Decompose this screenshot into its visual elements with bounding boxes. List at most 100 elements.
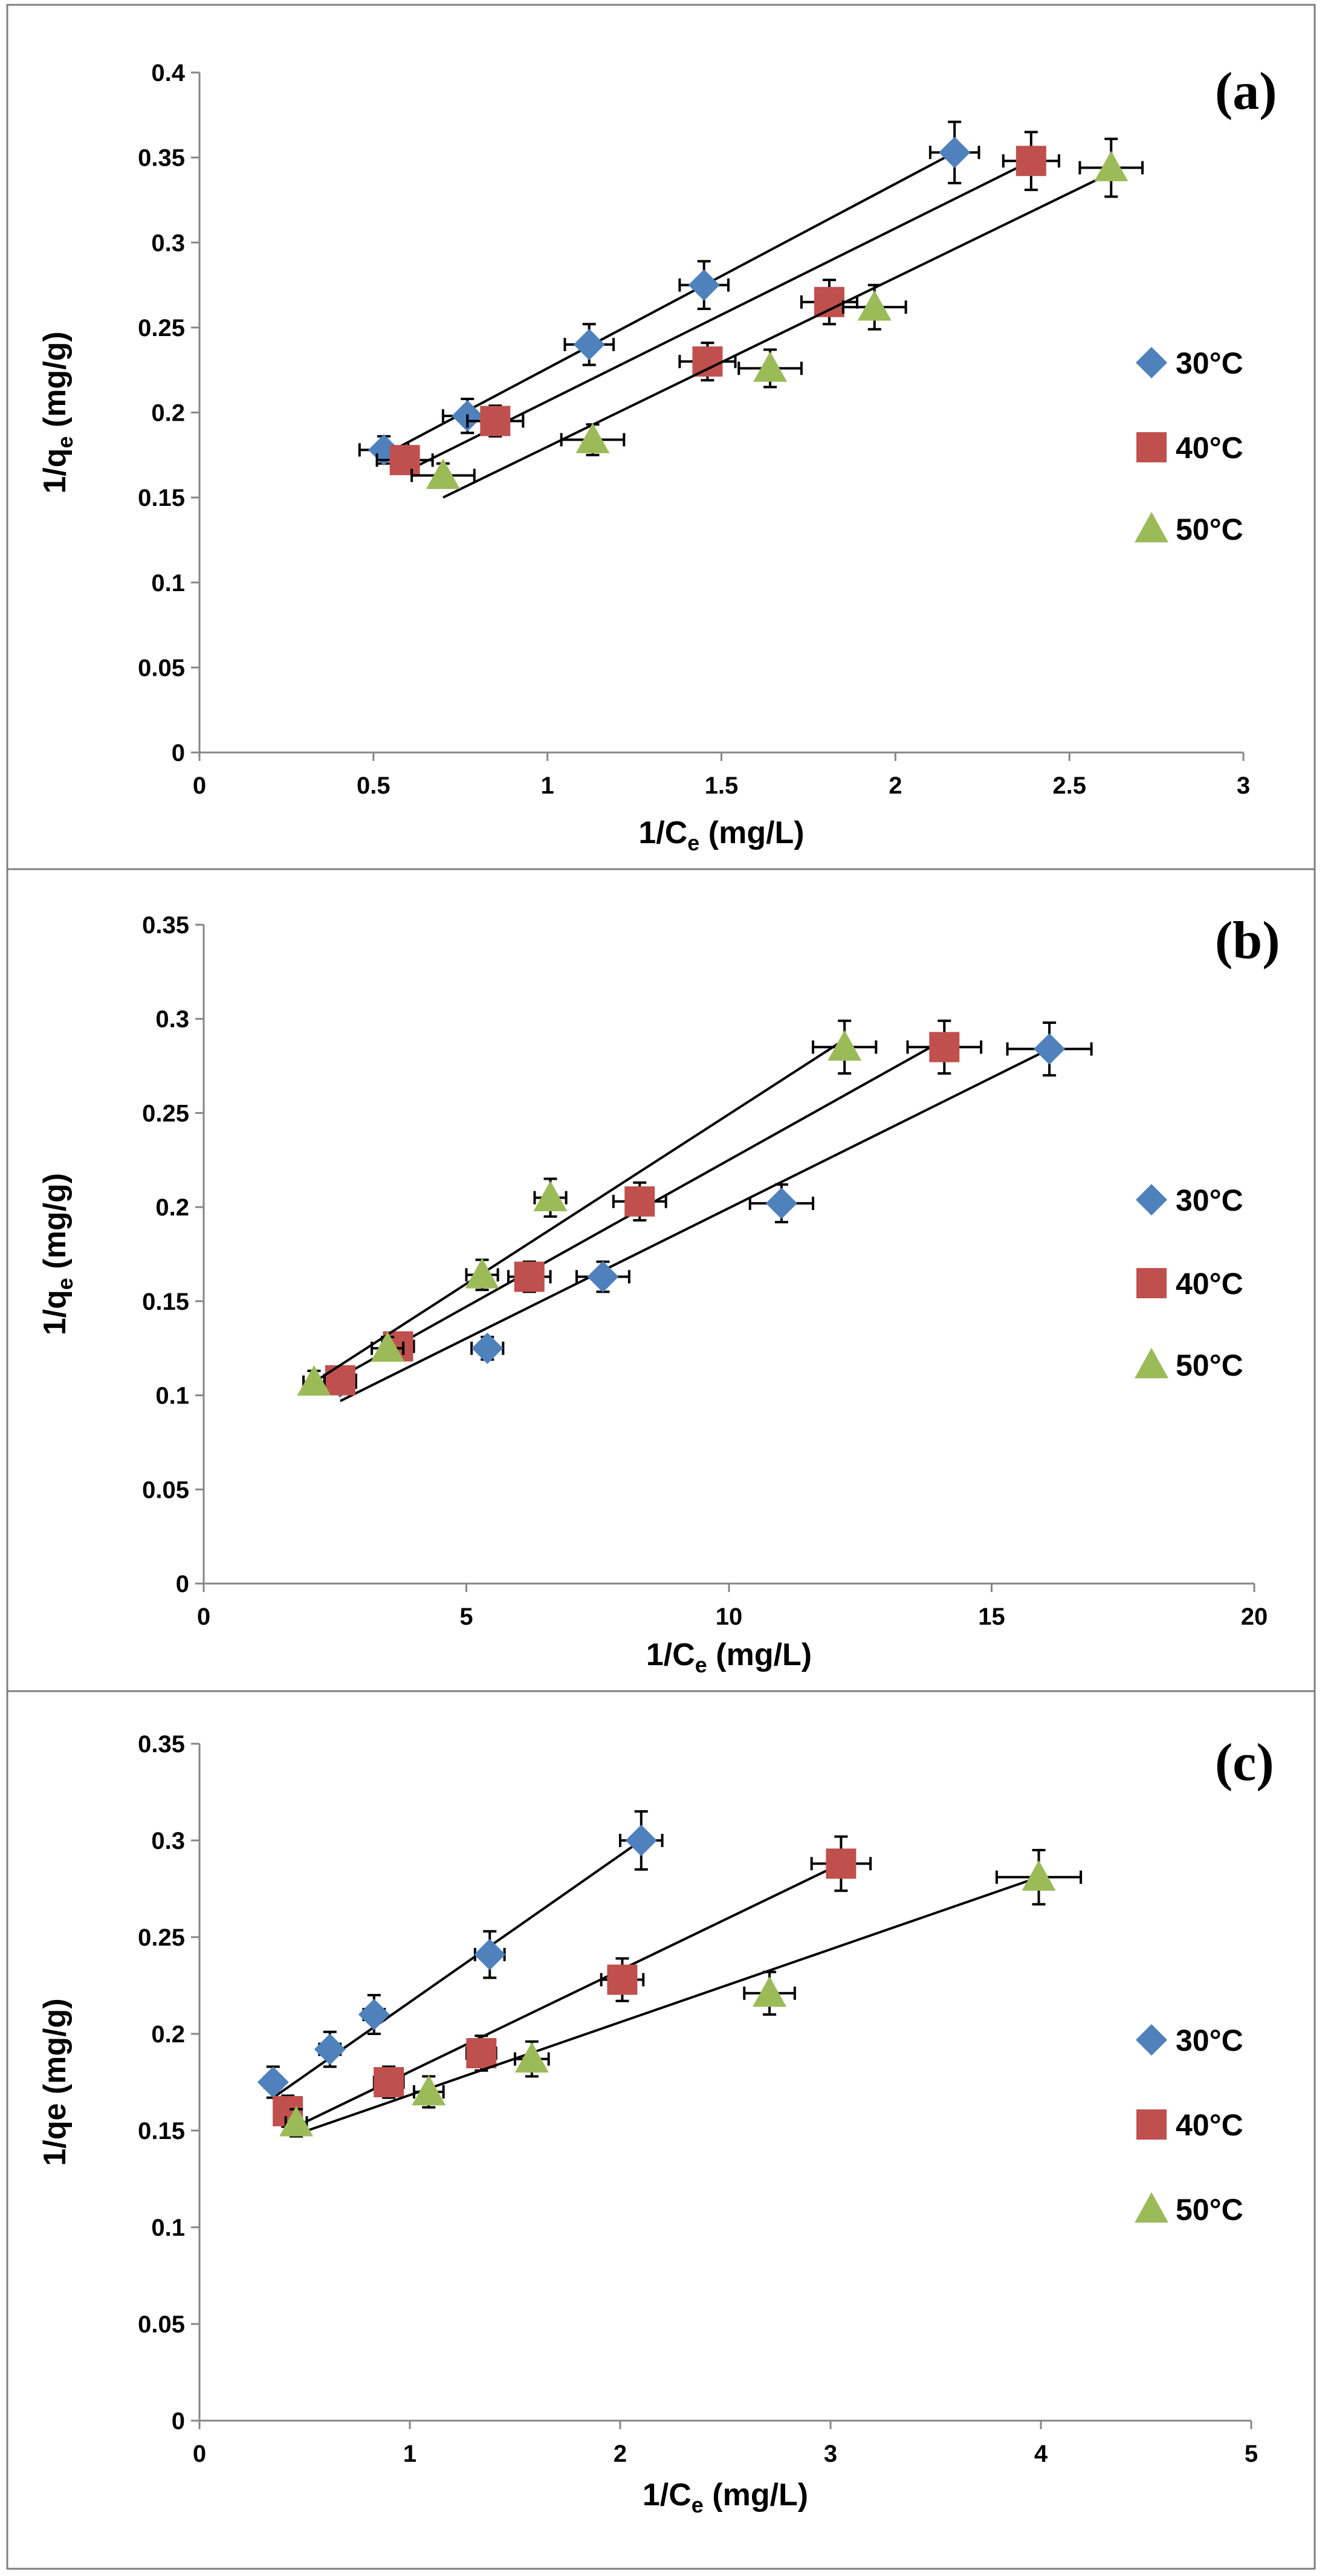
y-tick-label: 0.1 [155, 1383, 189, 1409]
legend-item: 40°C [1136, 1267, 1243, 1301]
x-tick-label: 15 [978, 1604, 1005, 1630]
panel-b: 0 0.05 0.1 0.15 0.2 0.25 0.3 0.35 0 5 10 15 20 1/Ce (… [6, 868, 1316, 1692]
x-tick-label: 3 [824, 2441, 837, 2467]
legend-label: 50°C [1176, 2193, 1243, 2227]
series-diamond [257, 1810, 664, 2099]
y-tick-label: 0.35 [138, 145, 185, 172]
y-tick-label: 0.2 [155, 1194, 189, 1221]
legend-marker [1136, 432, 1167, 462]
y-tick-label: 0.15 [138, 485, 185, 511]
legend-item: 50°C [1135, 2192, 1243, 2227]
data-point [753, 351, 788, 382]
y-tick-label: 0.4 [151, 60, 185, 86]
series-triangle [297, 1019, 878, 1396]
legend-marker [1136, 2024, 1167, 2056]
error-bar [812, 1019, 878, 1075]
legend-item: 30°C [1136, 346, 1243, 380]
legend-label: 30°C [1176, 346, 1243, 380]
x-tick-label: 0 [193, 2441, 206, 2467]
legend-label: 50°C [1176, 513, 1243, 546]
data-point [533, 1180, 568, 1211]
y-tick-label: 0.25 [142, 1100, 189, 1127]
data-point [573, 329, 605, 360]
data-point [465, 1258, 499, 1289]
data-point [412, 2075, 446, 2106]
data-point [857, 290, 892, 321]
panel-a: 0 0.05 0.1 0.15 0.2 0.25 0.3 0.35 0.4 0 0.5 1 1.5 2 2.… [6, 4, 1316, 870]
y-tick-label: 0.1 [151, 570, 185, 597]
series-diamond [358, 120, 980, 466]
series-square [323, 1019, 983, 1396]
data-point [466, 2038, 497, 2068]
x-tick-label: 5 [459, 1604, 473, 1630]
data-point [257, 2066, 289, 2098]
y-tick-label: 0.05 [138, 655, 185, 681]
data-point [1015, 146, 1046, 176]
x-tick-label: 0 [193, 772, 206, 799]
legend-label: 30°C [1176, 2024, 1243, 2057]
y-axis-title: 1/qe (mg/g) [37, 1998, 73, 2166]
trend-line [442, 172, 1112, 499]
y-tick-label: 0.15 [142, 1289, 189, 1315]
y-tick-label: 0.3 [155, 1006, 189, 1033]
legend-item: 50°C [1135, 1348, 1243, 1382]
x-tick-label: 4 [1034, 2441, 1048, 2467]
legend-label: 50°C [1176, 1348, 1243, 1382]
y-tick-label: 0 [172, 2408, 185, 2435]
y-tick-label: 0.35 [138, 1731, 185, 1758]
x-tick-label: 20 [1241, 1604, 1268, 1630]
panel-c: 0 0.05 0.1 0.15 0.2 0.25 0.3 0.35 0 1 2 3 4 5 1/Ce (mg… [6, 1690, 1316, 2570]
data-point [1034, 1033, 1066, 1065]
y-axis-title: 1/qe (mg/g) [37, 331, 77, 493]
y-tick-label: 0.25 [138, 315, 185, 341]
series-diamond [323, 1021, 1093, 1402]
panel-border [6, 1690, 1316, 2570]
data-point [814, 286, 844, 317]
data-point [1022, 1860, 1056, 1891]
series-triangle [410, 137, 1144, 499]
panel-border [6, 4, 1316, 870]
y-tick-label: 0.25 [138, 1924, 185, 1951]
legend-marker [1136, 2109, 1167, 2140]
data-point [325, 1365, 355, 1396]
data-point [688, 269, 720, 301]
data-point [279, 2106, 314, 2137]
data-point [607, 1964, 638, 1995]
x-axis-title: 1/Ce (mg/L) [643, 2477, 808, 2517]
panel-label: (b) [1215, 911, 1280, 970]
x-tick-label: 5 [1245, 2441, 1258, 2467]
legend-label: 40°C [1176, 1267, 1243, 1301]
data-point [765, 1187, 797, 1219]
x-tick-label: 0 [197, 1604, 210, 1630]
data-point [426, 458, 460, 489]
data-point [828, 1030, 862, 1061]
panel-label: (a) [1215, 62, 1277, 121]
data-point [826, 1848, 857, 1879]
data-point [314, 2033, 346, 2065]
trend-line [313, 1038, 846, 1383]
x-tick-label: 1 [403, 2441, 416, 2467]
data-point [514, 1261, 545, 1292]
x-axis-title: 1/Ce (mg/L) [638, 815, 804, 855]
data-point [471, 1332, 504, 1364]
legend-item: 40°C [1136, 2108, 1243, 2142]
x-tick-label: 10 [716, 1604, 743, 1630]
legend-label: 30°C [1176, 1183, 1243, 1217]
x-tick-label: 2 [614, 2441, 627, 2467]
y-tick-label: 0 [172, 740, 185, 766]
data-point [371, 1331, 405, 1362]
x-tick-label: 2.5 [1052, 772, 1086, 799]
panel-label: (c) [1215, 1733, 1274, 1792]
trend-line [383, 151, 956, 456]
y-tick-label: 0.2 [151, 2021, 185, 2048]
series-triangle [279, 1849, 1083, 2138]
x-tick-label: 0.5 [357, 772, 390, 799]
data-point [575, 422, 610, 453]
data-point [624, 1186, 655, 1217]
y-tick-label: 0.3 [151, 1828, 185, 1854]
legend-label: 40°C [1176, 431, 1243, 465]
y-axis-title: 1/qe (mg/g) [37, 1173, 77, 1335]
legend-marker [1135, 1348, 1168, 1379]
y-tick-label: 0.15 [138, 2118, 185, 2144]
data-point [929, 1032, 960, 1063]
